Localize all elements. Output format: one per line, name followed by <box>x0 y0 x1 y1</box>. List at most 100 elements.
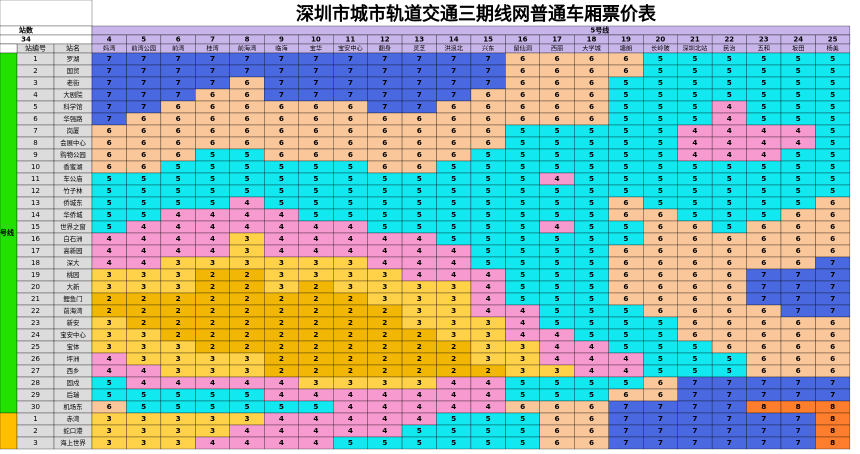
fare-value: 5 <box>417 438 422 447</box>
column-name: 前湾 <box>172 45 184 53</box>
fare-value: 4 <box>761 126 766 135</box>
fare-value: 7 <box>210 78 215 87</box>
fare-value: 4 <box>176 234 181 243</box>
fare-value: 4 <box>313 246 318 255</box>
station-name: 固戍 <box>67 378 80 387</box>
fare-value: 6 <box>623 54 628 63</box>
fare-value: 4 <box>623 366 628 375</box>
fare-value: 5 <box>520 378 525 387</box>
station-no: 24 <box>31 331 40 339</box>
fare-value: 5 <box>589 282 594 291</box>
fare-value: 3 <box>176 426 181 435</box>
fare-value: 7 <box>796 294 801 303</box>
fare-value: 2 <box>348 366 353 375</box>
station-name: 国贸 <box>67 66 80 75</box>
fare-value: 6 <box>244 126 249 135</box>
fare-value: 7 <box>348 66 353 75</box>
fare-value: 7 <box>830 378 835 387</box>
column-name: 桂湾 <box>206 45 218 53</box>
station-no: 16 <box>31 235 40 243</box>
fare-value: 6 <box>796 366 801 375</box>
station-name: 科学馆 <box>63 102 82 111</box>
fare-value: 6 <box>761 330 766 339</box>
fare-value: 7 <box>727 438 732 447</box>
fare-value: 5 <box>589 222 594 231</box>
fare-value: 5 <box>313 186 318 195</box>
fare-value: 2 <box>417 366 422 375</box>
fare-value: 5 <box>555 138 560 147</box>
fare-value: 3 <box>141 354 146 363</box>
station-no: 9 <box>33 151 37 159</box>
fare-value: 5 <box>727 186 732 195</box>
fare-value: 4 <box>555 174 560 183</box>
fare-value: 5 <box>244 174 249 183</box>
fare-value: 5 <box>623 162 628 171</box>
fare-value: 6 <box>830 198 835 207</box>
column-number: 14 <box>449 36 459 44</box>
fare-value: 6 <box>555 402 560 411</box>
fare-value: 6 <box>451 126 456 135</box>
fare-value: 5 <box>555 294 560 303</box>
fare-value: 5 <box>727 222 732 231</box>
fare-value: 7 <box>658 402 663 411</box>
fare-value: 6 <box>520 102 525 111</box>
fare-value: 6 <box>830 366 835 375</box>
fare-value: 5 <box>589 234 594 243</box>
fare-value: 5 <box>623 318 628 327</box>
fare-value: 2 <box>313 306 318 315</box>
fare-value: 6 <box>727 282 732 291</box>
fare-value: 5 <box>692 174 697 183</box>
fare-value: 2 <box>382 306 387 315</box>
fare-value: 5 <box>761 210 766 219</box>
fare-value: 7 <box>727 414 732 423</box>
fare-value: 7 <box>761 390 766 399</box>
column-number: 21 <box>690 36 700 44</box>
fare-value: 6 <box>244 90 249 99</box>
fare-value: 5 <box>658 174 663 183</box>
fare-value: 6 <box>486 114 491 123</box>
fare-value: 6 <box>796 210 801 219</box>
corner-cell-2 <box>0 34 93 45</box>
fare-value: 6 <box>555 90 560 99</box>
column-number: 8 <box>245 36 250 44</box>
fare-value: 7 <box>210 66 215 75</box>
fare-value: 5 <box>176 390 181 399</box>
fare-value: 5 <box>658 330 663 339</box>
fare-value: 6 <box>382 114 387 123</box>
fare-value: 5 <box>451 162 456 171</box>
fare-value: 5 <box>176 162 181 171</box>
fare-value: 4 <box>210 438 215 447</box>
fare-value: 5 <box>382 198 387 207</box>
fare-value: 4 <box>520 318 525 327</box>
fare-value: 5 <box>658 366 663 375</box>
fare-value: 5 <box>417 198 422 207</box>
fare-value: 4 <box>451 246 456 255</box>
fare-value: 3 <box>313 270 318 279</box>
fare-value: 7 <box>761 294 766 303</box>
fare-value: 6 <box>451 114 456 123</box>
fare-value: 5 <box>796 114 801 123</box>
fare-value: 6 <box>692 318 697 327</box>
fare-value: 5 <box>589 174 594 183</box>
fare-value: 7 <box>176 66 181 75</box>
fare-value: 5 <box>692 90 697 99</box>
fare-value: 2 <box>313 342 318 351</box>
fare-value: 5 <box>555 258 560 267</box>
fare-value: 3 <box>451 318 456 327</box>
fare-value: 5 <box>520 234 525 243</box>
fare-value: 6 <box>658 222 663 231</box>
fare-value: 7 <box>244 54 249 63</box>
fare-value: 6 <box>796 318 801 327</box>
fare-value: 5 <box>623 186 628 195</box>
fare-value: 5 <box>555 270 560 279</box>
column-name: 临海 <box>275 45 287 53</box>
fare-value: 4 <box>692 138 697 147</box>
station-name: 华强路 <box>63 114 83 123</box>
fare-value: 3 <box>451 282 456 291</box>
fare-value: 4 <box>313 390 318 399</box>
fare-value: 6 <box>313 102 318 111</box>
fare-value: 3 <box>141 282 146 291</box>
fare-value: 3 <box>313 258 318 267</box>
fare-value: 2 <box>279 330 284 339</box>
